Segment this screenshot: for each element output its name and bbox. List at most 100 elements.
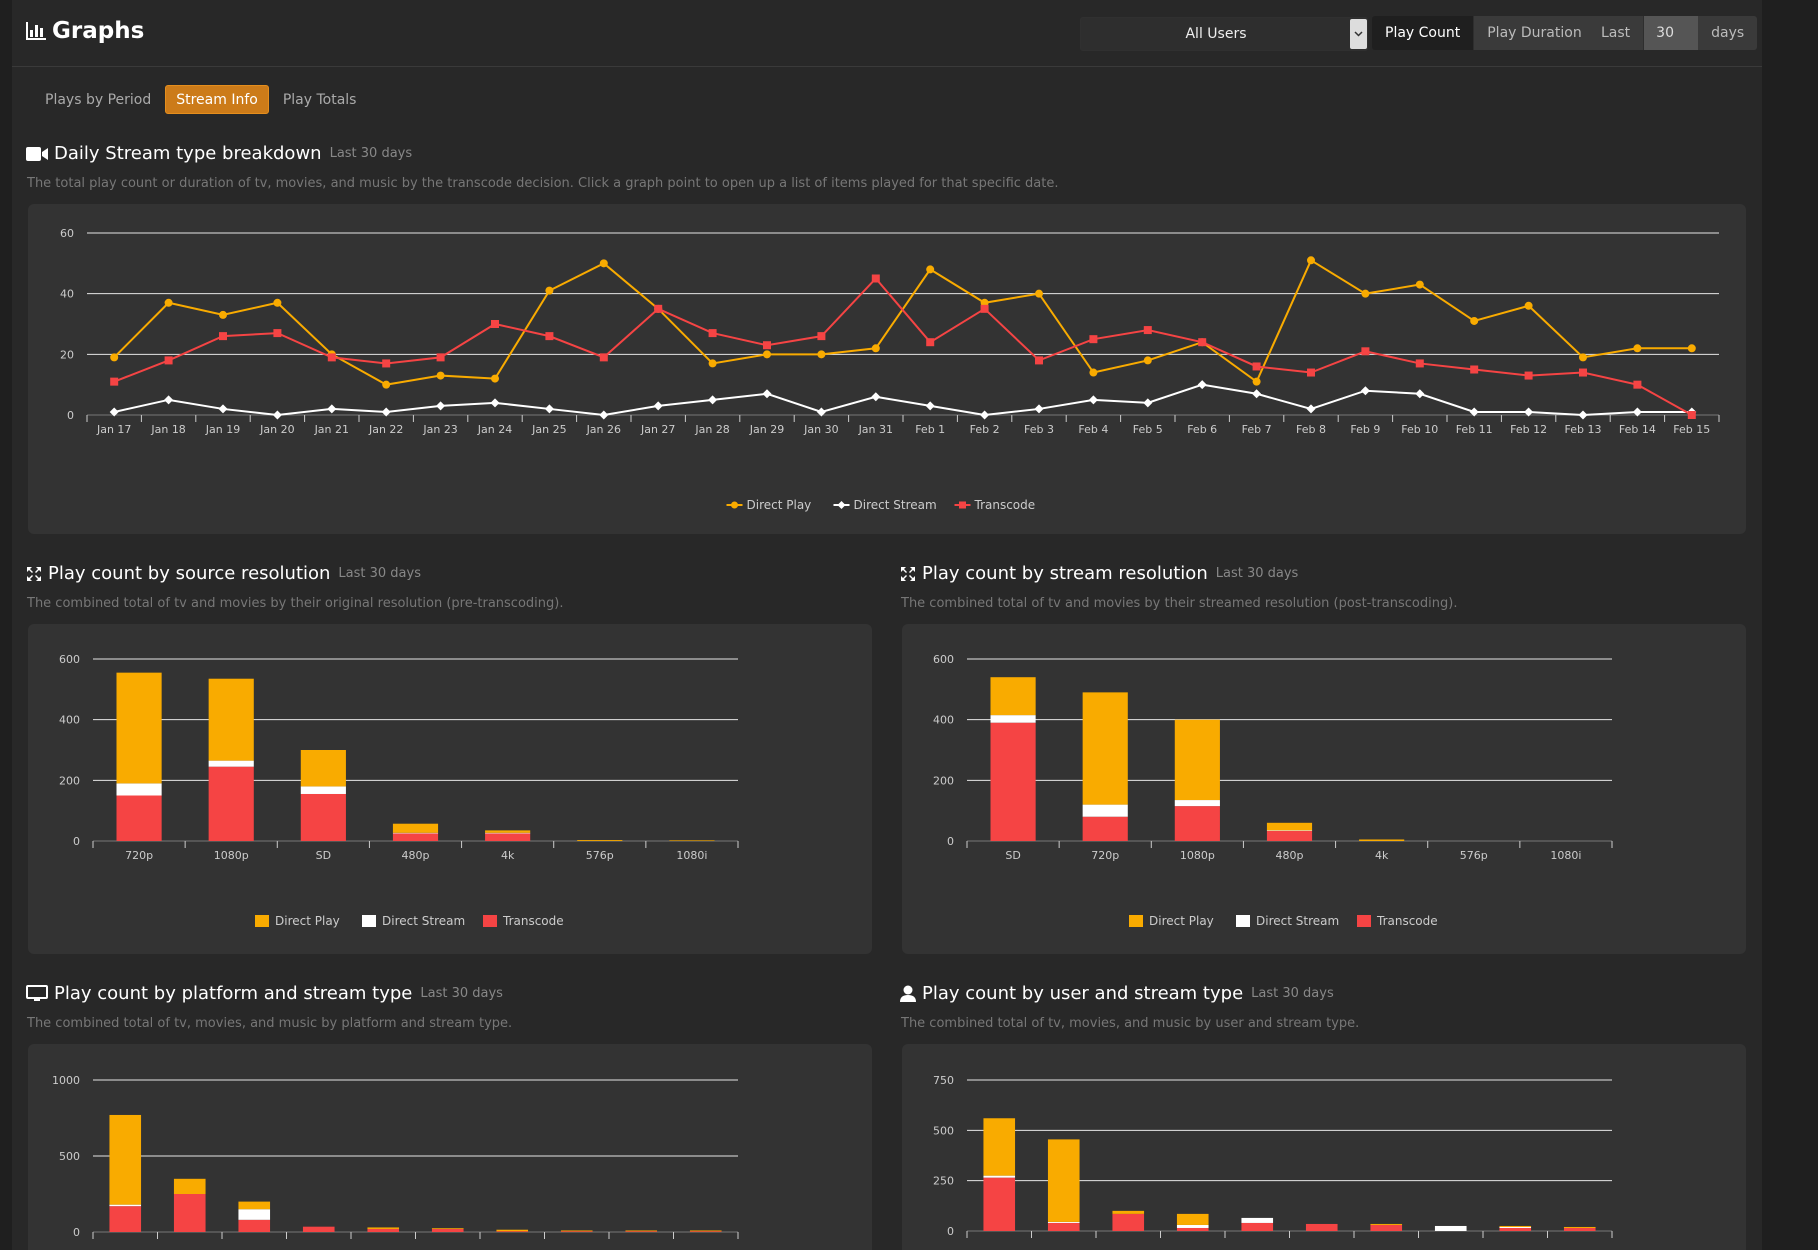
data-point[interactable] <box>1197 380 1207 390</box>
bar-segment-transcode[interactable] <box>367 1228 400 1232</box>
data-point[interactable] <box>1524 407 1534 417</box>
data-point[interactable] <box>926 338 935 347</box>
bar-segment-transcode[interactable] <box>983 1177 1016 1231</box>
data-point[interactable] <box>871 274 880 283</box>
data-point[interactable] <box>219 310 227 319</box>
data-point[interactable] <box>164 298 173 307</box>
data-point[interactable] <box>272 410 282 420</box>
bar-segment-direct-stream[interactable] <box>485 832 531 834</box>
bar-segment-transcode[interactable] <box>1047 1222 1080 1231</box>
data-point[interactable] <box>1143 398 1153 408</box>
bar-segment-direct-play[interactable] <box>1047 1139 1080 1222</box>
data-point[interactable] <box>1035 289 1043 298</box>
bar-segment-transcode[interactable] <box>173 1194 206 1232</box>
bar-segment-transcode[interactable] <box>1082 816 1128 841</box>
bar-segment-direct-play[interactable] <box>208 678 254 761</box>
bar-segment-direct-stream[interactable] <box>1434 1225 1467 1231</box>
data-point[interactable] <box>817 350 826 359</box>
bar-segment-direct-play[interactable] <box>577 840 623 841</box>
data-point[interactable] <box>980 410 990 420</box>
legend-item-transcode[interactable]: Transcode <box>1357 914 1438 928</box>
bar-segment-transcode[interactable] <box>208 766 254 841</box>
play-duration-button[interactable]: Play Duration <box>1474 16 1595 50</box>
bar-segment-transcode[interactable] <box>116 795 162 842</box>
tab-plays-by-period[interactable]: Plays by Period <box>45 91 152 108</box>
data-point[interactable] <box>817 332 826 341</box>
bar-segment-direct-play[interactable] <box>669 840 715 841</box>
data-point[interactable] <box>1089 368 1098 377</box>
data-point[interactable] <box>1361 347 1370 356</box>
bar-segment-direct-play[interactable] <box>983 1118 1016 1176</box>
data-point[interactable] <box>708 395 718 405</box>
bar-segment-direct-stream[interactable] <box>1047 1221 1080 1223</box>
data-point[interactable] <box>1089 335 1098 344</box>
data-point[interactable] <box>1035 356 1043 365</box>
bar-segment-direct-play[interactable] <box>1266 822 1313 831</box>
legend-item-direct-play[interactable]: Direct Play <box>1129 914 1214 928</box>
bar-segment-transcode[interactable] <box>1370 1224 1403 1231</box>
bar-segment-direct-play[interactable] <box>300 750 346 787</box>
bar-segment-direct-stream[interactable] <box>990 715 1036 723</box>
data-point[interactable] <box>1524 301 1533 310</box>
data-point[interactable] <box>381 407 391 417</box>
data-point[interactable] <box>708 329 717 338</box>
data-point[interactable] <box>1633 380 1642 389</box>
bar-segment-transcode[interactable] <box>1266 830 1313 841</box>
data-point[interactable] <box>218 404 228 414</box>
data-point[interactable] <box>1198 338 1207 347</box>
bar-segment-transcode[interactable] <box>496 1231 529 1232</box>
data-point[interactable] <box>273 298 282 307</box>
data-point[interactable] <box>1578 410 1588 420</box>
bar-segment-transcode[interactable] <box>1174 806 1220 841</box>
bar-segment-transcode[interactable] <box>689 1231 722 1232</box>
bar-segment-transcode[interactable] <box>1305 1223 1338 1231</box>
legend-item-direct-stream[interactable]: Direct Stream <box>362 914 465 928</box>
data-point[interactable] <box>1415 389 1425 399</box>
data-point[interactable] <box>599 410 609 420</box>
play-count-button[interactable]: Play Count <box>1372 16 1475 50</box>
bar-segment-direct-stream[interactable] <box>1082 804 1128 817</box>
data-point[interactable] <box>490 398 500 408</box>
legend-item-transcode[interactable]: Transcode <box>483 914 564 928</box>
data-point[interactable] <box>1143 326 1152 335</box>
legend-item-direct-play[interactable]: Direct Play <box>255 914 340 928</box>
chevron-down-icon[interactable] <box>1350 19 1367 49</box>
data-point[interactable] <box>926 265 935 274</box>
bar-segment-direct-stream[interactable] <box>238 1209 271 1220</box>
data-point[interactable] <box>327 353 336 362</box>
bar-segment-transcode[interactable] <box>1499 1227 1532 1231</box>
bar-segment-direct-play[interactable] <box>1359 839 1405 841</box>
bar-segment-direct-stream[interactable] <box>300 786 346 794</box>
data-point[interactable] <box>654 304 663 313</box>
data-point[interactable] <box>110 353 119 362</box>
bar-segment-direct-stream[interactable] <box>1174 800 1220 807</box>
bar-segment-direct-play[interactable] <box>1499 1225 1532 1227</box>
bar-segment-direct-stream[interactable] <box>983 1175 1016 1178</box>
data-point[interactable] <box>1307 368 1315 377</box>
data-point[interactable] <box>1524 371 1533 380</box>
bar-segment-transcode[interactable] <box>392 833 439 841</box>
bar-segment-direct-play[interactable] <box>560 1230 593 1232</box>
bar-segment-direct-play[interactable] <box>1563 1226 1596 1228</box>
data-point[interactable] <box>109 407 119 417</box>
bar-segment-direct-play[interactable] <box>485 830 531 833</box>
data-point[interactable] <box>545 286 554 295</box>
data-point[interactable] <box>545 332 554 341</box>
days-input[interactable]: 30 <box>1644 16 1699 50</box>
bar-segment-direct-play[interactable] <box>689 1230 722 1232</box>
data-point[interactable] <box>491 374 499 383</box>
data-point[interactable] <box>1687 411 1696 419</box>
data-point[interactable] <box>1034 404 1044 414</box>
bar-segment-direct-stream[interactable] <box>1499 1226 1532 1228</box>
data-point[interactable] <box>1632 407 1642 417</box>
data-point[interactable] <box>653 401 663 411</box>
bar-segment-direct-play[interactable] <box>238 1201 271 1210</box>
bar-segment-direct-stream[interactable] <box>116 783 162 796</box>
user-select[interactable]: All Users <box>1080 17 1368 51</box>
legend-item-direct-stream[interactable]: Direct Stream <box>1236 914 1339 928</box>
data-point[interactable] <box>544 404 554 414</box>
data-point[interactable] <box>1470 316 1479 325</box>
data-point[interactable] <box>436 401 446 411</box>
bar-segment-transcode[interactable] <box>560 1231 593 1232</box>
data-point[interactable] <box>436 353 445 362</box>
